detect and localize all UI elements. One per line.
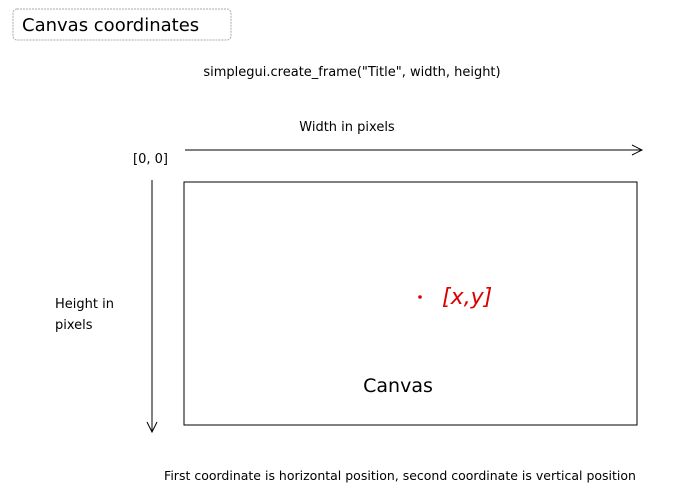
caption: First coordinate is horizontal position,… [164,468,636,483]
title: Canvas coordinates [22,15,199,36]
point-label: [x,y] [442,285,492,310]
canvas-label: Canvas [363,375,433,397]
arrow-head [146,421,158,434]
code: simplegui.create_frame("Title", width, h… [203,65,500,80]
point [418,295,422,299]
height-label: Height in [55,297,114,312]
width-label: Width in pixels [299,120,395,135]
origin-label: [0, 0] [133,152,168,167]
canvas-rect [183,181,638,426]
arrow-head [631,144,644,156]
height-label: pixels [55,318,93,333]
title-box [12,8,232,41]
